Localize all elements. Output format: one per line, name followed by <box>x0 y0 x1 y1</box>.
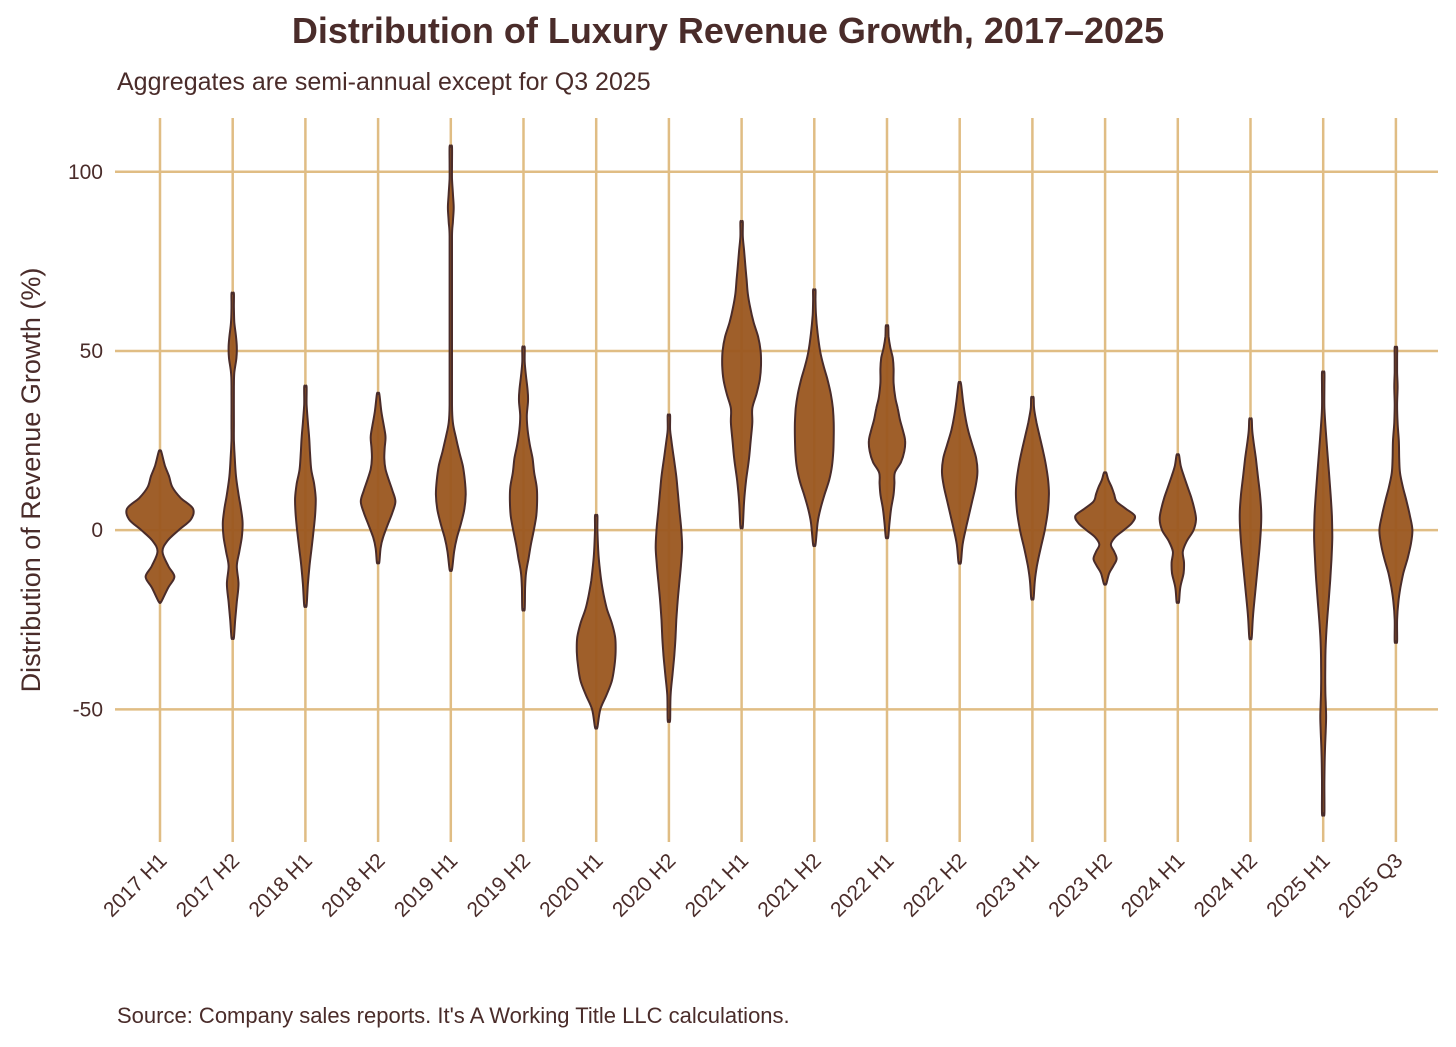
x-tick-label: 2021 H1 <box>681 849 753 921</box>
x-tick-label: 2018 H1 <box>245 849 317 921</box>
violin-2018-h2 <box>359 391 397 565</box>
x-tick-label: 2024 H1 <box>1117 849 1189 921</box>
x-tick-label: 2023 H2 <box>1044 849 1116 921</box>
violin-2025-q3 <box>1378 345 1414 644</box>
x-tick-label: 2021 H2 <box>753 849 825 921</box>
violins <box>125 144 1414 817</box>
x-tick-label: 2023 H1 <box>972 849 1044 921</box>
x-tick-label: 2022 H1 <box>826 849 898 921</box>
chart-subtitle: Aggregates are semi-annual except for Q3… <box>117 68 651 96</box>
x-tick-label: 2020 H2 <box>608 849 680 921</box>
violin-2020-h1 <box>575 513 617 730</box>
source-note: Source: Company sales reports. It's A Wo… <box>117 1003 790 1028</box>
violin-2017-h1 <box>125 449 195 604</box>
violin-2024-h2 <box>1238 417 1263 641</box>
violin-2018-h1 <box>294 384 317 608</box>
x-axis-ticks: 2017 H1 2017 H2 2018 H1 2018 H2 2019 H1 2019 … <box>99 849 1407 922</box>
violin-2017-h2 <box>221 291 244 641</box>
violin-2024-h1 <box>1158 453 1198 604</box>
chart-title: Distribution of Luxury Revenue Growth, 2… <box>291 10 1165 51</box>
violin-2019-h2 <box>508 345 539 612</box>
violin-2021-h2 <box>793 288 835 548</box>
y-tick-label: -50 <box>73 698 103 721</box>
violin-2022-h2 <box>940 380 979 565</box>
y-tick-label: 0 <box>91 519 103 542</box>
y-axis-ticks: -50 0 50 100 <box>68 161 103 722</box>
y-axis-label: Distribution of Revenue Growth (%) <box>16 268 46 693</box>
x-tick-label: 2019 H1 <box>390 849 462 921</box>
x-tick-label: 2018 H2 <box>317 849 389 921</box>
violin-2023-h2 <box>1074 471 1137 586</box>
x-tick-label: 2025 H1 <box>1262 849 1334 921</box>
violin-2025-h1 <box>1313 370 1334 817</box>
x-tick-label: 2019 H2 <box>463 849 535 921</box>
y-tick-label: 100 <box>68 161 103 184</box>
violin-2023-h1 <box>1014 395 1050 601</box>
violin-2020-h2 <box>654 413 684 723</box>
y-tick-label: 50 <box>80 340 103 363</box>
x-tick-label: 2017 H2 <box>172 849 244 921</box>
x-tick-label: 2017 H1 <box>99 849 171 921</box>
violin-2022-h1 <box>867 324 907 540</box>
violin-2019-h1 <box>434 144 467 572</box>
x-tick-label: 2022 H2 <box>899 849 971 921</box>
x-tick-label: 2025 Q3 <box>1334 849 1407 922</box>
x-tick-label: 2024 H2 <box>1190 849 1262 921</box>
x-tick-label: 2020 H1 <box>535 849 607 921</box>
violin-2021-h1 <box>721 219 763 530</box>
